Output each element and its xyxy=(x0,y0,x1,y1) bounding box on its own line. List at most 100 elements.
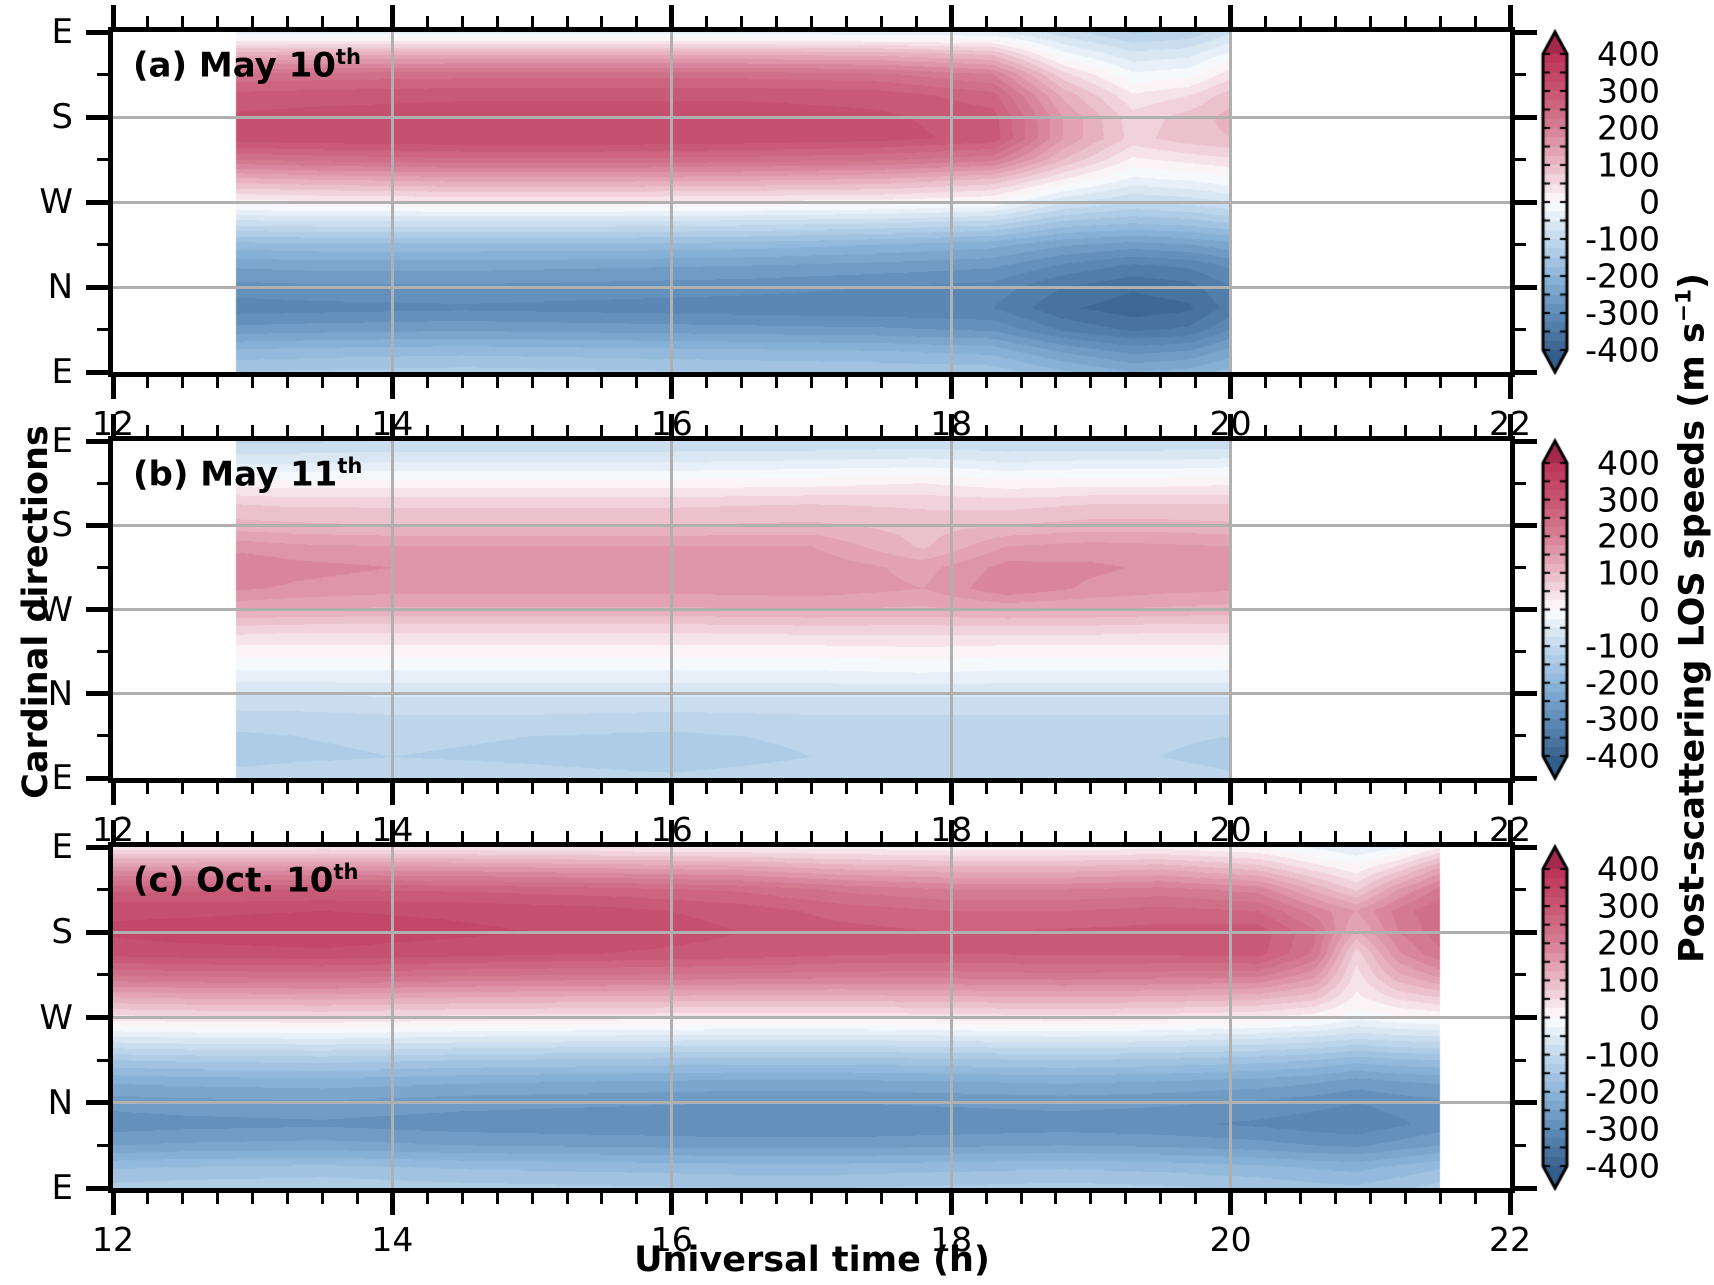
x-minor-tick xyxy=(914,831,918,842)
x-minor-tick xyxy=(286,425,290,436)
x-minor-tick xyxy=(1019,1193,1023,1204)
colorbar-tick-label: 300 xyxy=(1597,886,1660,926)
x-minor-tick xyxy=(600,425,604,436)
x-minor-tick xyxy=(530,783,534,794)
x-minor-tick xyxy=(146,425,150,436)
x-axis-label: Universal time (h) xyxy=(634,1240,990,1280)
x-minor-tick xyxy=(740,831,744,842)
x-minor-tick xyxy=(1054,16,1058,27)
colorbar-tick-label: -100 xyxy=(1585,1035,1660,1075)
x-minor-tick xyxy=(844,16,848,27)
x-tick-label: 12 xyxy=(92,1220,134,1259)
x-minor-tick xyxy=(1054,1193,1058,1204)
colorbar-tick-label: -100 xyxy=(1585,626,1660,666)
x-minor-tick xyxy=(1333,783,1337,794)
x-major-tick xyxy=(1228,5,1234,27)
panel-title-text: (a) May 10 xyxy=(133,45,336,86)
y-tick-label-cardinal: E xyxy=(51,352,73,392)
x-minor-tick xyxy=(216,831,220,842)
x-minor-tick xyxy=(600,831,604,842)
x-minor-tick xyxy=(460,831,464,842)
panel-title-text: (c) Oct. 10 xyxy=(133,860,334,901)
x-minor-tick xyxy=(1054,831,1058,842)
x-minor-tick xyxy=(1368,16,1372,27)
x-minor-tick xyxy=(251,16,255,27)
x-minor-tick xyxy=(1019,377,1023,388)
x-major-tick xyxy=(389,5,395,27)
y-major-tick xyxy=(1515,1185,1537,1191)
x-minor-tick xyxy=(1298,831,1302,842)
x-minor-tick xyxy=(984,783,988,794)
x-minor-tick xyxy=(1194,377,1198,388)
x-minor-tick xyxy=(146,16,150,27)
x-minor-tick xyxy=(775,783,779,794)
x-minor-tick xyxy=(286,377,290,388)
x-minor-tick xyxy=(635,831,639,842)
y-minor-tick xyxy=(1515,158,1526,161)
x-major-tick xyxy=(669,377,675,399)
x-minor-tick xyxy=(565,831,569,842)
x-minor-tick xyxy=(1089,377,1093,388)
x-minor-tick xyxy=(1159,783,1163,794)
x-minor-tick xyxy=(181,16,185,27)
x-minor-tick xyxy=(1438,425,1442,436)
x-minor-tick xyxy=(1473,377,1477,388)
y-major-tick xyxy=(1515,114,1537,120)
x-minor-tick xyxy=(740,377,744,388)
panel-title-sup: th xyxy=(337,453,363,478)
x-major-tick xyxy=(110,1193,116,1215)
x-minor-tick xyxy=(844,783,848,794)
x-major-tick xyxy=(1507,1193,1513,1215)
x-minor-tick xyxy=(425,831,429,842)
colorbar-tick-label: 0 xyxy=(1639,182,1660,222)
y-major-tick xyxy=(86,691,108,697)
x-minor-tick xyxy=(914,377,918,388)
x-minor-tick xyxy=(355,16,359,27)
x-major-tick xyxy=(948,414,954,436)
x-minor-tick xyxy=(530,425,534,436)
y-tick-label-cardinal: W xyxy=(39,997,73,1038)
x-major-tick xyxy=(1228,820,1234,842)
x-minor-tick xyxy=(565,16,569,27)
x-major-tick xyxy=(948,5,954,27)
colorbar-tick-label: -300 xyxy=(1585,1109,1660,1149)
x-minor-tick xyxy=(495,831,499,842)
y-major-tick xyxy=(86,929,108,935)
x-minor-tick xyxy=(810,783,813,794)
x-minor-tick xyxy=(425,377,429,388)
x-minor-tick xyxy=(321,783,325,794)
x-minor-tick xyxy=(775,425,779,436)
x-minor-tick xyxy=(530,1193,534,1204)
x-minor-tick xyxy=(216,16,220,27)
x-major-tick xyxy=(1507,414,1513,436)
x-major-tick xyxy=(669,820,675,842)
x-minor-tick xyxy=(460,16,464,27)
colorbar-tick-label: -300 xyxy=(1585,293,1660,333)
x-minor-tick xyxy=(321,16,325,27)
x-minor-tick xyxy=(1438,1193,1442,1204)
y-minor-tick xyxy=(1515,565,1526,569)
y-tick-label-cardinal: N xyxy=(47,267,73,307)
x-major-tick xyxy=(948,820,954,842)
colorbar-tick-label: 0 xyxy=(1639,590,1660,629)
colorbar-tick-label: 300 xyxy=(1597,71,1660,111)
y-major-tick xyxy=(86,199,108,205)
x-minor-tick xyxy=(321,831,325,842)
colorbar-tick-label: 300 xyxy=(1597,480,1660,520)
x-minor-tick xyxy=(1368,783,1372,794)
x-major-tick xyxy=(389,820,395,842)
x-minor-tick xyxy=(1264,16,1268,27)
x-minor-tick xyxy=(705,16,709,27)
x-minor-tick xyxy=(600,16,604,27)
x-minor-tick xyxy=(775,16,779,27)
x-minor-tick xyxy=(495,377,499,388)
y-minor-tick xyxy=(97,328,108,331)
x-minor-tick xyxy=(1019,16,1023,27)
y-tick-label-cardinal: E xyxy=(51,827,73,867)
x-minor-tick xyxy=(810,425,813,436)
x-minor-tick xyxy=(1438,831,1442,842)
colorbar-tick-label: 400 xyxy=(1597,34,1660,74)
x-minor-tick xyxy=(705,783,709,794)
x-tick-label: 18 xyxy=(930,1220,973,1259)
x-minor-tick xyxy=(1089,1193,1093,1204)
